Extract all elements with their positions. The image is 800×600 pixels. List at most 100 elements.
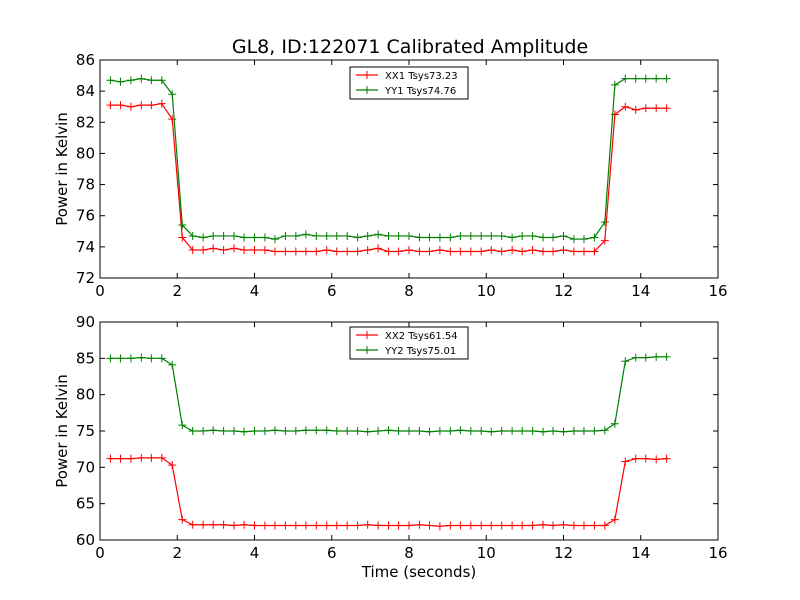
data-point [199, 520, 208, 529]
data-point [610, 419, 619, 428]
data-point [147, 354, 156, 363]
data-point [477, 427, 486, 435]
data-point [116, 354, 125, 363]
data-point [446, 233, 455, 242]
data-point [312, 521, 321, 530]
data-point [641, 104, 650, 113]
data-point [322, 231, 331, 240]
x-tick-label: 12 [554, 282, 573, 300]
data-point [260, 245, 269, 254]
legend-entry: YY1 Tsys74.76 [384, 86, 456, 97]
data-point [487, 427, 496, 436]
data-point [508, 233, 517, 242]
data-point [590, 521, 599, 530]
data-point [126, 454, 135, 463]
data-point [610, 80, 619, 89]
data-point [415, 520, 424, 529]
data-point [415, 427, 424, 435]
x-tick-label: 6 [327, 282, 337, 300]
data-point [610, 515, 619, 524]
y-tick-label: 76 [76, 207, 95, 225]
data-point [240, 427, 249, 436]
data-point [219, 245, 228, 254]
data-point [230, 521, 239, 530]
data-point [209, 426, 218, 435]
y-tick-label: 80 [76, 386, 95, 404]
y-tick-label: 82 [76, 113, 95, 131]
data-point [384, 521, 393, 530]
data-point [332, 247, 341, 256]
data-point [466, 247, 475, 256]
data-point [435, 233, 444, 242]
series-1 [106, 99, 671, 256]
x-tick-label: 14 [631, 544, 650, 562]
data-point [281, 231, 290, 240]
data-point [435, 427, 444, 435]
data-point [157, 99, 166, 108]
data-point [219, 520, 228, 529]
data-point [363, 231, 372, 240]
data-point [343, 427, 352, 435]
data-point [332, 231, 341, 240]
data-point [394, 231, 403, 240]
data-point [116, 454, 125, 463]
data-point [260, 233, 269, 242]
data-point [374, 230, 383, 239]
x-tick-label: 16 [708, 282, 727, 300]
data-point [147, 453, 156, 462]
legend-marker [363, 346, 371, 354]
data-point [425, 247, 434, 256]
y-tick-label: 85 [76, 349, 95, 367]
data-point [147, 76, 156, 85]
data-point [332, 427, 341, 435]
y-tick-label: 72 [76, 269, 95, 287]
x-tick-label: 4 [250, 282, 260, 300]
data-point [137, 353, 146, 362]
data-point [291, 231, 300, 240]
data-point [518, 247, 527, 256]
data-point [508, 245, 517, 254]
data-point [363, 520, 372, 529]
data-point [528, 427, 537, 435]
data-point [384, 426, 393, 435]
data-point [312, 231, 321, 240]
legend-entry: XX2 Tsys61.54 [385, 331, 458, 342]
y-tick-label: 86 [76, 51, 95, 69]
data-point [641, 74, 650, 83]
data-point [425, 427, 434, 436]
data-point [652, 104, 661, 113]
x-tick-label: 8 [404, 544, 414, 562]
data-point [539, 233, 548, 242]
data-point [539, 520, 548, 529]
data-point [662, 352, 671, 361]
y-tick-label: 74 [76, 238, 95, 256]
data-point [374, 427, 383, 435]
data-point [579, 247, 588, 256]
data-point [270, 521, 279, 530]
x-tick-label: 8 [404, 282, 414, 300]
data-point [508, 427, 517, 435]
data-point [126, 102, 135, 111]
data-point [487, 231, 496, 240]
y-tick-label: 78 [76, 176, 95, 194]
data-point [466, 427, 475, 435]
series-2 [106, 74, 671, 244]
data-point [477, 231, 486, 240]
data-point [301, 230, 310, 239]
data-point [569, 247, 578, 256]
data-point [384, 247, 393, 256]
data-point [549, 427, 558, 435]
data-point [353, 233, 362, 242]
data-point [106, 354, 115, 363]
data-point [116, 77, 125, 86]
data-point [621, 74, 630, 83]
data-point [147, 101, 156, 110]
x-tick-label: 6 [327, 544, 337, 562]
x-tick-label: 10 [477, 282, 496, 300]
top-subplot: 0 2 4 6 8 10 12 14 16 72 74 76 78 80 82 84 86 Power in Ke… [53, 51, 728, 300]
data-point [168, 461, 177, 470]
data-point [425, 521, 434, 530]
data-point [250, 427, 259, 435]
data-point [518, 231, 527, 240]
data-point [415, 233, 424, 242]
